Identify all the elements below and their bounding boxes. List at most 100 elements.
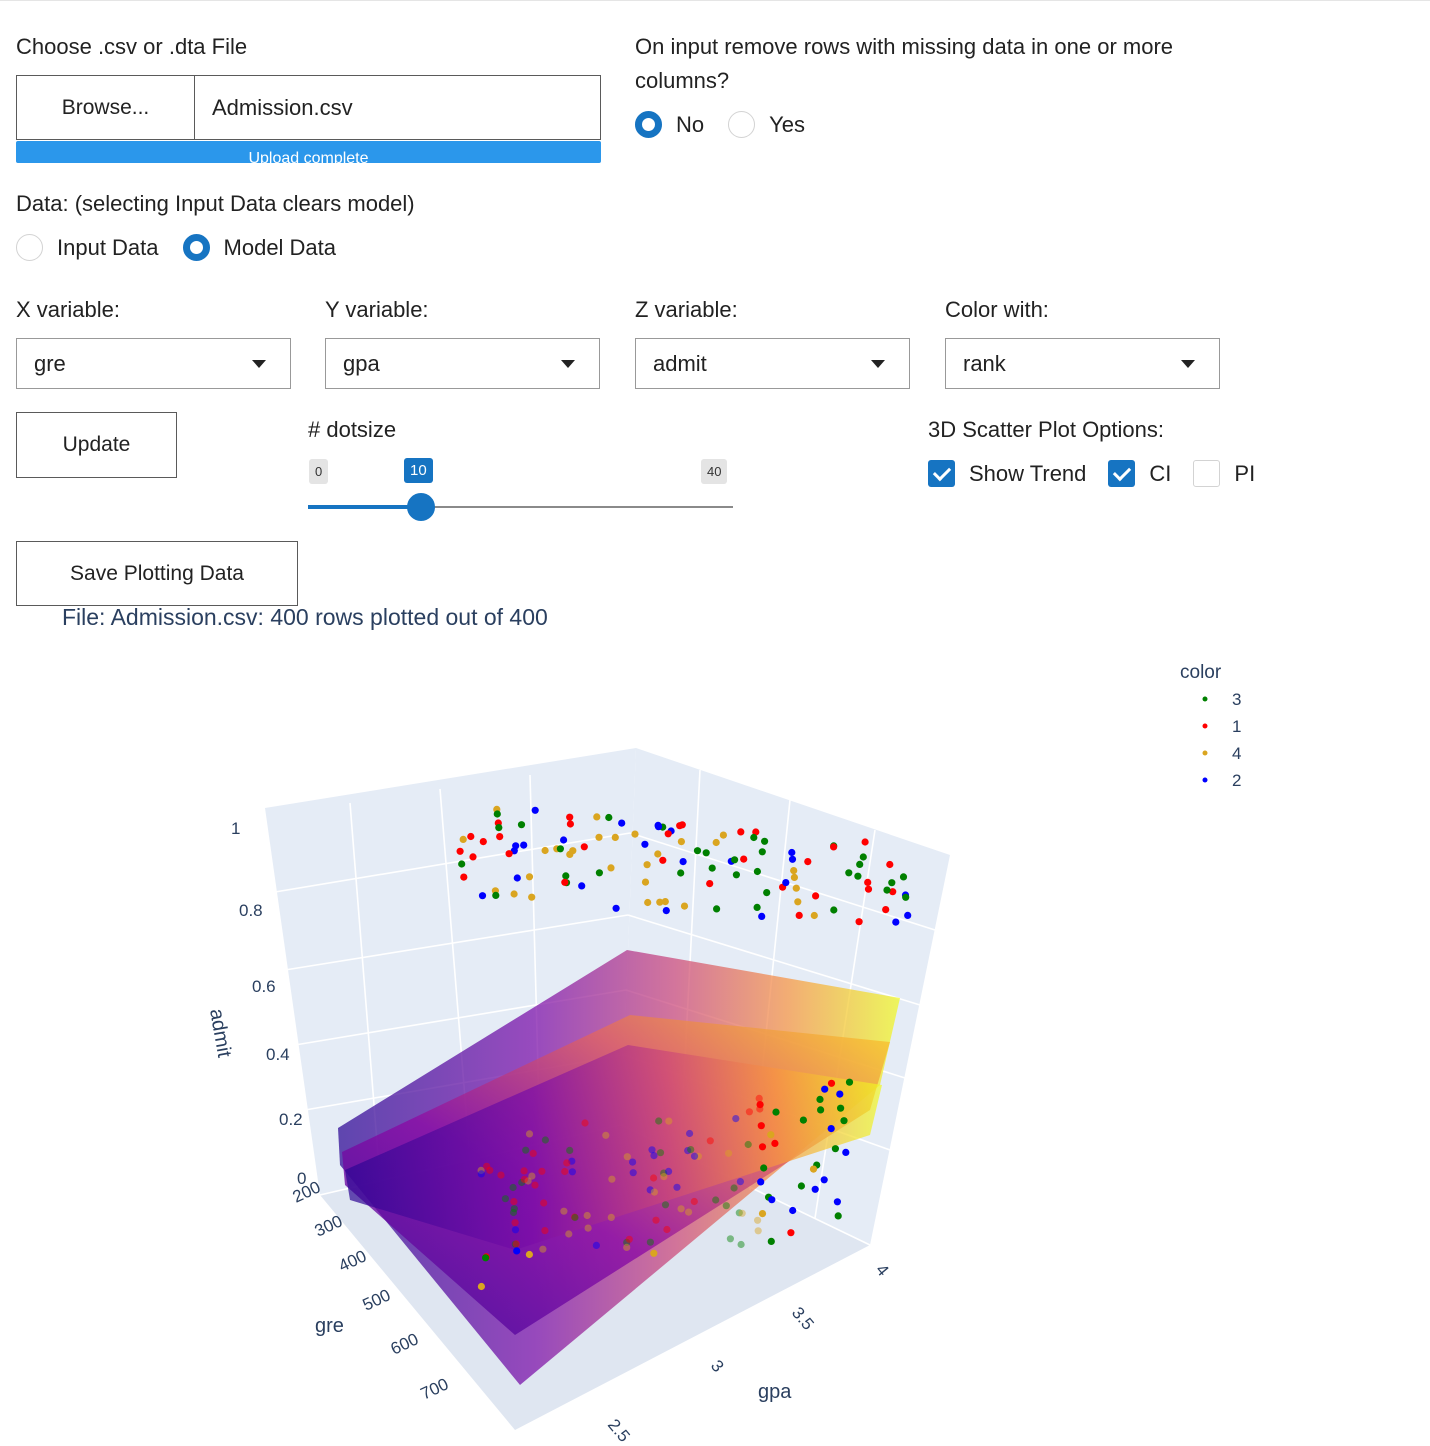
scatter-points [456, 805, 912, 1291]
legend-label[interactable]: 3 [1232, 690, 1241, 709]
scatter-point [520, 1175, 529, 1183]
scatter-point [767, 1237, 775, 1245]
legend-title: color [1180, 662, 1222, 683]
update-button[interactable]: Update [16, 412, 177, 478]
color-variable-value: rank [963, 350, 1006, 376]
z-tick-label: 1 [231, 819, 240, 838]
scatter-point [755, 1094, 763, 1102]
scatter-point [809, 1165, 818, 1173]
scatter-point [540, 1199, 548, 1207]
scatter-point [518, 1178, 526, 1187]
scatter-point [712, 838, 720, 847]
missing-rows-radio-group: No Yes [635, 111, 805, 138]
scatter-point [477, 1170, 485, 1178]
scatter-point [501, 1195, 509, 1203]
scatter-point [528, 1172, 536, 1180]
scatter-point [568, 1168, 577, 1176]
scatter-point [789, 1206, 797, 1215]
scatter-point [541, 846, 549, 855]
model-data-radio[interactable] [182, 234, 210, 261]
dotsize-slider-track[interactable] [308, 506, 733, 508]
browse-button[interactable]: Browse... [17, 76, 195, 139]
scatter-point [646, 1238, 655, 1246]
input-data-label: Input Data [57, 234, 159, 260]
chevron-down-icon [871, 360, 885, 368]
input-data-radio[interactable] [16, 234, 43, 261]
legend-label[interactable]: 1 [1232, 717, 1241, 736]
scatter-point [827, 1079, 836, 1087]
scatter-point [483, 1162, 491, 1170]
scatter-point [883, 886, 891, 894]
scatter-point [788, 848, 796, 857]
scatter-point [758, 1143, 767, 1151]
x-variable-label: X variable: [16, 297, 120, 322]
scatter-point [560, 1207, 568, 1215]
scatter-point [578, 882, 586, 890]
scatter-point [799, 1116, 808, 1124]
scatter-point [556, 845, 565, 853]
missing-rows-yes-radio[interactable] [728, 111, 756, 138]
scatter-point [631, 830, 639, 838]
dotsize-max-label: 40 [701, 459, 728, 484]
scatter-point [646, 1186, 654, 1194]
scatter-point [566, 813, 574, 821]
scatter-point [525, 873, 534, 881]
scatter-point [512, 1240, 520, 1248]
y-variable-select[interactable]: gpa [325, 338, 600, 389]
scatter-point [660, 1173, 668, 1181]
z-variable-select[interactable]: admit [635, 338, 910, 389]
scatter-point [652, 1216, 660, 1224]
scatter-point [605, 813, 613, 822]
scatter-point [845, 869, 853, 877]
scatter-point [541, 1227, 549, 1235]
scatter-point [477, 1166, 485, 1174]
scatter-point [722, 1202, 730, 1210]
scatter-point [623, 1243, 631, 1251]
scatter-point [661, 1201, 670, 1209]
scatter-point [608, 1175, 616, 1183]
scatter-point [612, 904, 620, 912]
top-border [0, 0, 1430, 1]
color-variable-select[interactable]: rank [945, 338, 1220, 389]
scatter-point [735, 1209, 743, 1217]
scatter-point [520, 1167, 528, 1175]
scatter-point [864, 878, 872, 887]
scatter-point [836, 1090, 844, 1098]
file-name-field[interactable]: Admission.csv [212, 95, 353, 120]
ci-checkbox[interactable] [1108, 460, 1136, 487]
scatter-point [753, 867, 762, 876]
missing-rows-no-radio[interactable] [635, 111, 662, 138]
scatter-point [511, 1226, 520, 1234]
scatter-3d-plot[interactable]: 1 0.8 0.6 0.4 0.2 0 200 300 400 500 600 … [0, 640, 1430, 1446]
scatter-point [731, 856, 739, 864]
legend-label[interactable]: 2 [1232, 771, 1241, 790]
pi-checkbox[interactable] [1193, 460, 1221, 487]
scatter-point [855, 918, 863, 926]
scatter-point [861, 838, 869, 846]
scatter-point [834, 1212, 842, 1220]
scatter-point [456, 847, 464, 855]
scatter-point [520, 841, 528, 849]
legend-label[interactable]: 4 [1232, 744, 1241, 763]
scatter-point [732, 1115, 740, 1123]
scatter-point [595, 833, 603, 841]
scatter-point [864, 885, 873, 893]
x-variable-select[interactable]: gre [16, 338, 291, 389]
dotsize-slider-fill [308, 505, 421, 509]
dotsize-slider-handle[interactable] [407, 493, 435, 521]
scatter-point [478, 892, 487, 900]
legend: color 3 1 4 2 [1180, 662, 1241, 790]
scatter-point [629, 1158, 637, 1166]
file-input[interactable]: Browse... Admission.csv [16, 75, 601, 140]
legend-marker [1202, 777, 1208, 783]
scatter-point [693, 847, 702, 855]
scatter-point [713, 905, 721, 913]
scatter-point [745, 1108, 754, 1116]
show-trend-checkbox[interactable] [928, 460, 955, 487]
missing-rows-label: On input remove rows with missing data i… [635, 34, 1174, 93]
scatter-point [833, 1198, 842, 1206]
scatter-point [732, 871, 741, 879]
scatter-point [525, 1250, 534, 1259]
z-variable-value: admit [653, 350, 707, 376]
save-plotting-data-button[interactable]: Save Plotting Data [16, 541, 298, 606]
